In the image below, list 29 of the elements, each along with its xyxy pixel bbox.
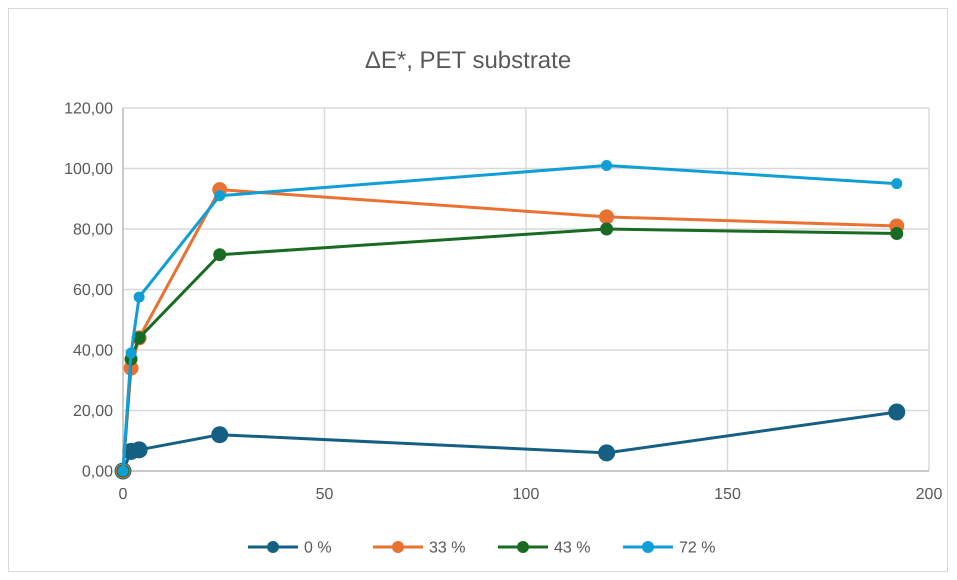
point	[891, 178, 902, 190]
point	[599, 209, 614, 224]
point	[601, 160, 612, 171]
point	[213, 248, 226, 262]
x-tick-label: 150	[714, 486, 741, 503]
legend-label: 43 %	[554, 540, 590, 557]
legend-label: 33 %	[429, 540, 466, 557]
x-tick-label: 0	[118, 486, 128, 503]
x-tick-label: 50	[316, 486, 334, 503]
point	[600, 222, 614, 236]
point	[126, 348, 137, 359]
legend-label: 72 %	[679, 540, 716, 557]
y-tick-label: 120,00	[64, 100, 114, 118]
point	[134, 292, 145, 303]
legend-label: 0 %	[304, 540, 332, 557]
point	[888, 404, 906, 421]
y-tick-label: 80,00	[72, 222, 114, 239]
x-tick-label: 100	[512, 486, 540, 503]
x-tick-label: 200	[916, 486, 942, 503]
chart-title: ΔE*, PET substrate	[364, 47, 572, 74]
y-tick-label: 0,00	[82, 464, 114, 481]
point	[214, 190, 226, 202]
y-tick-label: 20,00	[72, 403, 114, 420]
point	[598, 444, 616, 462]
point	[890, 227, 904, 240]
y-tick-label: 40,00	[72, 342, 114, 360]
y-tick-label: 100,00	[64, 161, 114, 178]
y-tick-label: 60,00	[72, 282, 114, 300]
point	[211, 426, 228, 444]
